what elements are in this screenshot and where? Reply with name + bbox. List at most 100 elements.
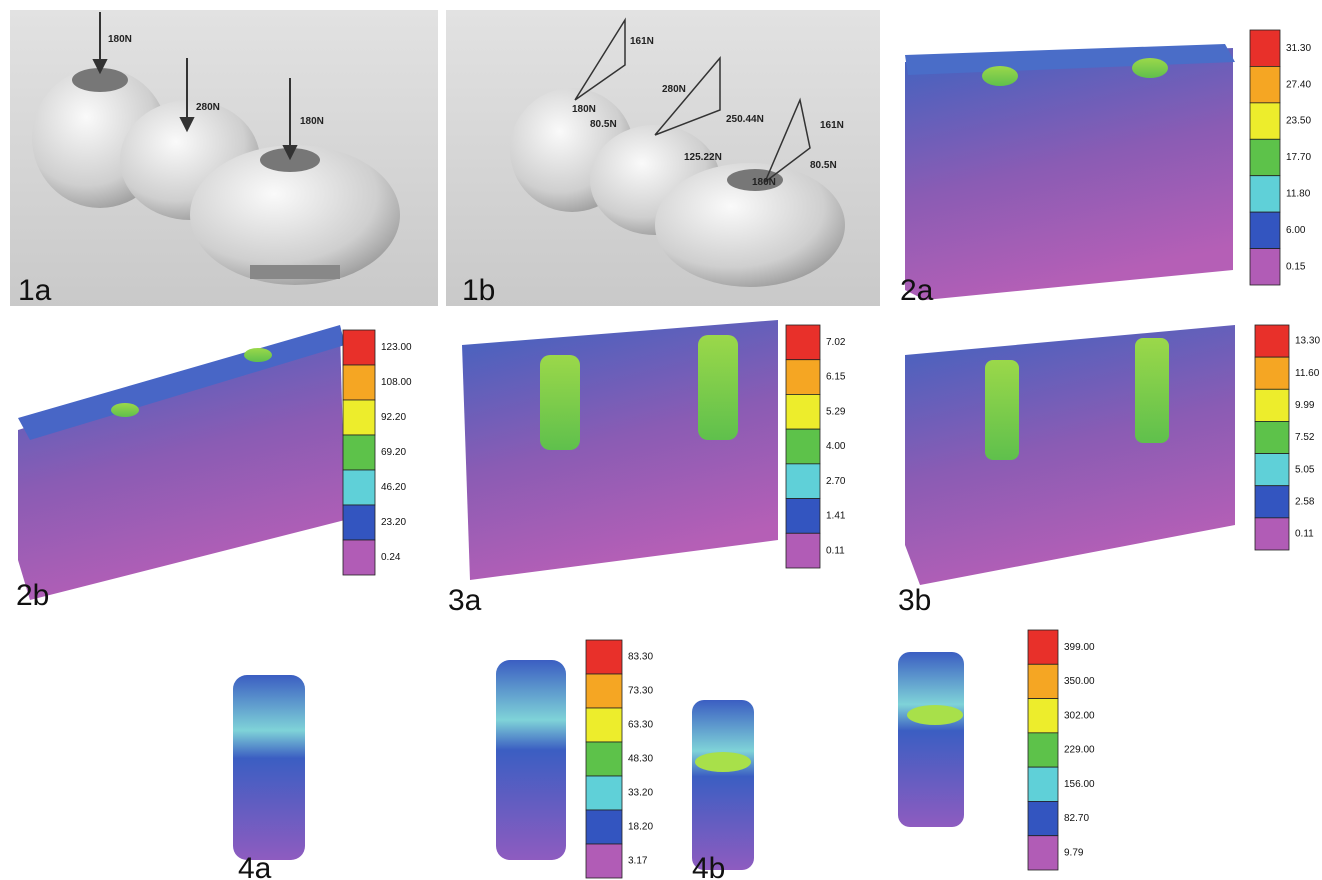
scale-band bbox=[1250, 139, 1280, 175]
scale-label: 9.79 bbox=[1064, 847, 1084, 858]
scale-band bbox=[1250, 30, 1280, 66]
scale-band bbox=[1028, 836, 1058, 870]
force-label: 80.5N bbox=[810, 160, 837, 171]
scale-label: 302.00 bbox=[1064, 710, 1095, 721]
force-label: 280N bbox=[196, 102, 220, 113]
scale-band bbox=[786, 499, 820, 534]
panel-label: 4a bbox=[238, 852, 272, 880]
scale-label: 2.70 bbox=[826, 476, 846, 487]
scale-band bbox=[1250, 66, 1280, 102]
scale-band bbox=[1028, 767, 1058, 801]
scale-label: 350.00 bbox=[1064, 676, 1095, 687]
panel-3a bbox=[462, 320, 778, 580]
panel-label: 2b bbox=[16, 579, 49, 612]
scale-band bbox=[586, 674, 622, 708]
scale-label: 7.52 bbox=[1295, 432, 1315, 443]
scale-band bbox=[786, 429, 820, 464]
scale-band bbox=[343, 505, 375, 540]
scale-label: 7.02 bbox=[826, 337, 846, 348]
scale-label: 92.20 bbox=[381, 412, 406, 423]
scale-band bbox=[343, 400, 375, 435]
panel-label: 4b bbox=[692, 852, 725, 880]
scale-label: 13.30 bbox=[1295, 336, 1320, 347]
scale-band bbox=[1028, 801, 1058, 835]
scale-band bbox=[1028, 733, 1058, 767]
force-label: 180N bbox=[572, 104, 596, 115]
force-label: 250.44N bbox=[726, 114, 764, 125]
scale-band bbox=[586, 844, 622, 878]
scale-band bbox=[1250, 103, 1280, 139]
force-label: 180N bbox=[300, 116, 324, 127]
scale-label: 0.15 bbox=[1286, 261, 1306, 272]
scale-band bbox=[1255, 486, 1289, 518]
scale-label: 18.20 bbox=[628, 822, 653, 833]
scale-label: 27.40 bbox=[1286, 79, 1311, 90]
panel-label: 3a bbox=[448, 584, 482, 617]
scale-band bbox=[586, 640, 622, 674]
scale-label: 123.00 bbox=[381, 342, 412, 353]
scale-band bbox=[786, 394, 820, 429]
scale-band bbox=[1250, 176, 1280, 212]
scale-band bbox=[1250, 212, 1280, 248]
scale-label: 11.80 bbox=[1286, 189, 1311, 200]
force-label: 180N bbox=[752, 177, 776, 188]
force-label: 161N bbox=[630, 36, 654, 47]
scale-label: 0.24 bbox=[381, 552, 401, 563]
scale-band bbox=[586, 776, 622, 810]
scale-label: 11.60 bbox=[1295, 368, 1320, 379]
scale-band bbox=[1255, 454, 1289, 486]
scale-band bbox=[1255, 421, 1289, 453]
panel-2a bbox=[905, 44, 1235, 300]
panel-label: 2a bbox=[900, 274, 934, 307]
scale-label: 108.00 bbox=[381, 377, 412, 388]
scale-label: 399.00 bbox=[1064, 642, 1095, 653]
scale-label: 48.30 bbox=[628, 754, 653, 765]
scale-label: 33.20 bbox=[628, 788, 653, 799]
scale-label: 69.20 bbox=[381, 447, 406, 458]
scale-label: 5.05 bbox=[1295, 464, 1315, 475]
panel-3b bbox=[905, 325, 1235, 585]
scale-label: 1.41 bbox=[826, 511, 846, 522]
force-label: 280N bbox=[662, 84, 686, 95]
scale-label: 6.15 bbox=[826, 372, 846, 383]
scale-band bbox=[786, 360, 820, 395]
scale-band bbox=[1255, 325, 1289, 357]
scale-band bbox=[343, 330, 375, 365]
scale-band bbox=[786, 464, 820, 499]
scale-label: 156.00 bbox=[1064, 779, 1095, 790]
panel-1b bbox=[446, 10, 880, 306]
figure: 1a 1b 2a 2b 3a 3b 4a 4b 180N 280N 180N 180N 161N 80.5… bbox=[0, 0, 1322, 880]
scale-band bbox=[1250, 249, 1280, 285]
scale-label: 23.50 bbox=[1286, 116, 1311, 127]
scale-label: 5.29 bbox=[826, 406, 846, 417]
scale-band bbox=[786, 533, 820, 568]
panel-1a bbox=[10, 10, 438, 306]
scale-band bbox=[586, 708, 622, 742]
scale-label: 0.11 bbox=[1295, 529, 1314, 540]
scale-label: 73.30 bbox=[628, 686, 653, 697]
scale-band bbox=[586, 742, 622, 776]
scale-band bbox=[586, 810, 622, 844]
scale-band bbox=[343, 365, 375, 400]
panel-2b bbox=[18, 325, 345, 600]
panel-label: 1a bbox=[18, 274, 52, 307]
force-label: 125.22N bbox=[684, 152, 722, 163]
scale-band bbox=[343, 435, 375, 470]
force-label: 80.5N bbox=[590, 119, 617, 130]
scale-label: 0.11 bbox=[826, 545, 845, 556]
scale-label: 17.70 bbox=[1286, 152, 1311, 163]
scale-label: 6.00 bbox=[1286, 225, 1306, 236]
scale-label: 82.70 bbox=[1064, 813, 1089, 824]
scale-label: 9.99 bbox=[1295, 400, 1315, 411]
scale-band bbox=[1028, 664, 1058, 698]
scale-label: 2.58 bbox=[1295, 496, 1315, 507]
panel-label: 1b bbox=[462, 274, 495, 307]
force-label: 180N bbox=[108, 34, 132, 45]
force-label: 161N bbox=[820, 120, 844, 131]
scale-label: 229.00 bbox=[1064, 745, 1095, 756]
scale-label: 83.30 bbox=[628, 652, 653, 663]
scale-label: 3.17 bbox=[628, 856, 648, 867]
panel-label: 3b bbox=[898, 584, 931, 617]
scale-band bbox=[1255, 357, 1289, 389]
scale-band bbox=[1255, 389, 1289, 421]
